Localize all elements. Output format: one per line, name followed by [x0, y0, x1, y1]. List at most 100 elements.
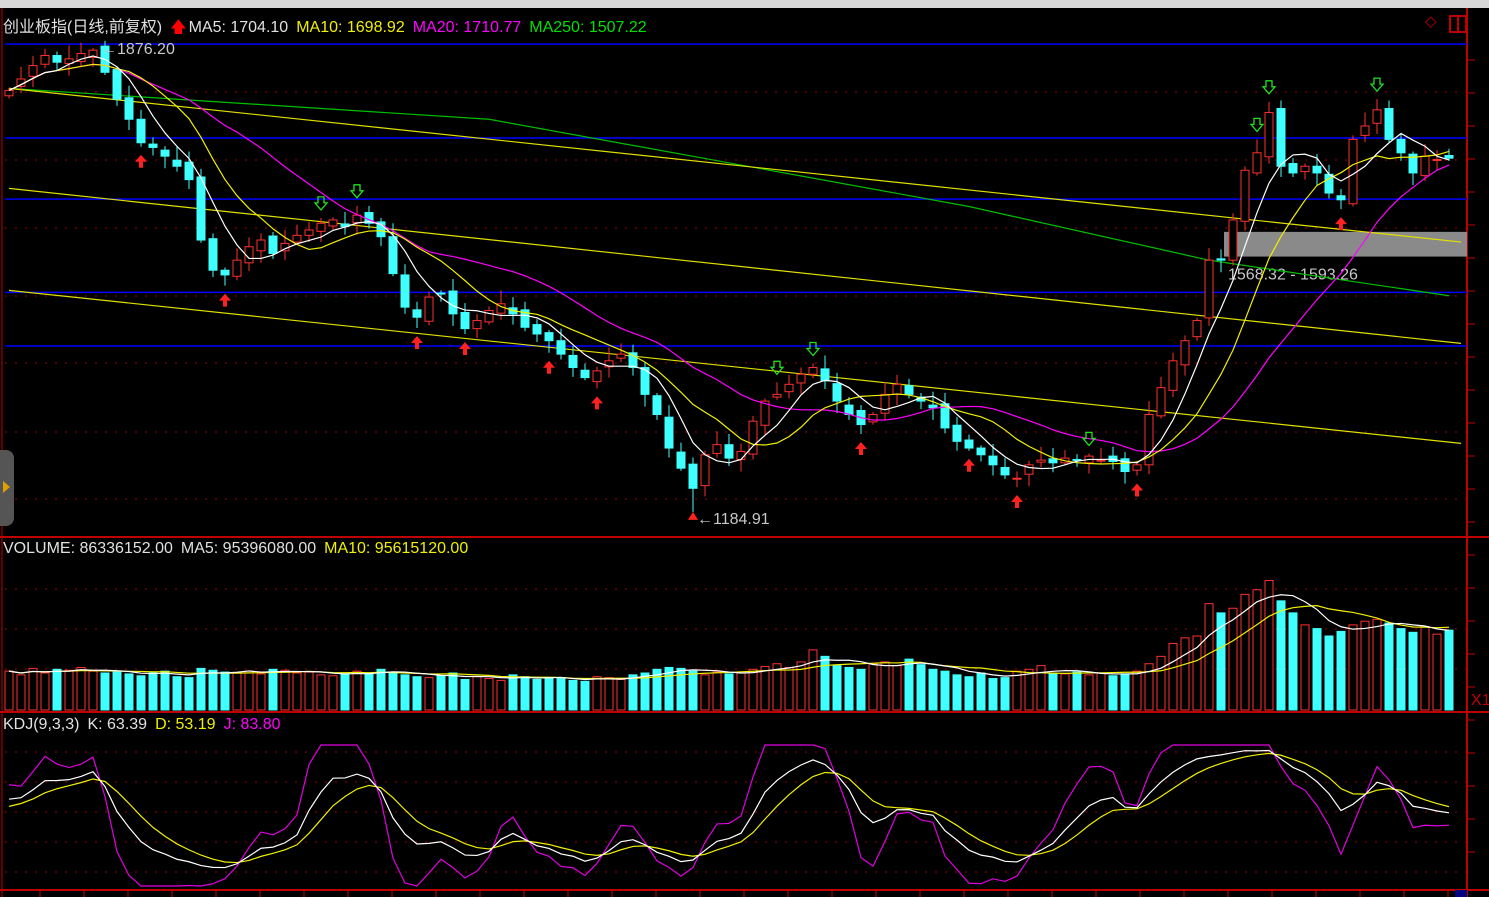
volume-bar: [1288, 612, 1298, 711]
candle: [484, 306, 494, 325]
volume-bar: [1000, 677, 1010, 711]
candle: [748, 415, 758, 460]
candle: [76, 42, 86, 67]
sell-arrow-icon: [1369, 77, 1385, 93]
trend-line: [8, 289, 1462, 444]
arrow-right-icon: [3, 481, 10, 493]
scroll-thumb[interactable]: [1455, 890, 1467, 897]
candle: [1264, 101, 1274, 164]
trend-line: [8, 87, 1462, 243]
candle: [724, 433, 734, 467]
main-legend: 创业板指(日线,前复权) 🡅 MA5: 1704.10 MA10: 1698.92 MA…: [3, 13, 655, 43]
volume-bar: [976, 672, 986, 711]
candle: [664, 405, 674, 458]
volume-bar: [1324, 635, 1334, 711]
volume-bar: [1336, 630, 1346, 711]
buy-arrow-icon: [1131, 483, 1143, 497]
candle: [1432, 150, 1442, 170]
candle: [1036, 446, 1046, 468]
volume-bar: [1072, 671, 1082, 711]
candle-body: [88, 49, 98, 59]
volume-bar: [232, 672, 242, 711]
volume-bar: [964, 676, 974, 711]
candle-body: [892, 383, 902, 395]
expand-sidebar-handle[interactable]: [0, 450, 14, 526]
candle: [1096, 448, 1106, 465]
candle-body: [160, 149, 170, 157]
candle: [688, 457, 698, 512]
volume-bar: [1252, 589, 1262, 711]
volume-bar: [52, 668, 62, 711]
candle-body: [268, 235, 278, 254]
candle-body: [436, 292, 446, 295]
candle: [676, 442, 686, 471]
candle-body: [976, 447, 986, 456]
volume-bar: [340, 673, 350, 711]
candle-body: [1120, 458, 1130, 473]
volume-bar: [268, 668, 278, 711]
volume-value: VOLUME: 86336152.00: [3, 540, 173, 557]
kdj-k-line: [8, 749, 1450, 869]
candle: [1288, 158, 1298, 177]
volume-ma10: MA10: 95615120.00: [324, 540, 469, 557]
candle: [880, 382, 890, 420]
candle-body: [1192, 320, 1202, 338]
volume-bar: [1060, 673, 1070, 711]
panel-scale-label[interactable]: X1: [1471, 692, 1489, 709]
volume-bar: [424, 677, 434, 711]
volume-bar: [100, 672, 110, 711]
candle-body: [532, 324, 542, 335]
candle-body: [760, 400, 770, 426]
volume-bar: [1204, 603, 1214, 711]
candle: [1048, 448, 1058, 473]
volume-bar: [208, 669, 218, 711]
diamond-icon[interactable]: ◇: [1425, 13, 1437, 30]
candle: [1180, 335, 1190, 376]
candle-body: [748, 420, 758, 455]
candle: [256, 233, 266, 263]
volume-bar: [892, 665, 902, 711]
candle-body: [568, 354, 578, 369]
candle: [304, 221, 314, 243]
candle: [52, 51, 62, 71]
volume-bar: [508, 674, 518, 711]
volume-bar: [832, 665, 842, 711]
window-layout-icon[interactable]: [1449, 15, 1467, 33]
buy-arrow-icon: [411, 335, 423, 349]
volume-bar: [196, 667, 206, 711]
candle-body: [448, 290, 458, 315]
price-zone: [1224, 231, 1467, 257]
candle-body: [1420, 155, 1430, 177]
candle-body: [412, 309, 422, 318]
volume-ma5: MA5: 95396080.00: [180, 540, 317, 557]
candle: [328, 217, 338, 230]
volume-bar: [220, 671, 230, 711]
candle-body: [1168, 360, 1178, 391]
candle-body: [1180, 340, 1190, 366]
candle-body: [472, 320, 482, 330]
volume-bar: [1396, 628, 1406, 711]
candle: [1204, 248, 1214, 326]
candle: [532, 319, 542, 343]
candle: [868, 411, 878, 425]
candle-body: [1276, 108, 1286, 167]
ma250-line: [8, 87, 1450, 297]
candle-body: [220, 269, 230, 276]
candle-body: [664, 416, 674, 449]
candle-body: [520, 309, 530, 328]
kdj-d: D: 53.19: [155, 716, 216, 733]
candle: [700, 450, 710, 497]
volume-bar: [244, 670, 254, 711]
candle: [364, 205, 374, 229]
candle-body: [904, 385, 914, 395]
candle: [1120, 452, 1130, 484]
sell-arrow-icon: [805, 341, 821, 357]
volume-bar: [928, 668, 938, 711]
candle-body: [1444, 154, 1454, 159]
volume-bar: [496, 679, 506, 711]
volume-bar: [460, 678, 470, 711]
candle: [1408, 151, 1418, 186]
volume-bar: [676, 667, 686, 711]
candle: [652, 393, 662, 420]
